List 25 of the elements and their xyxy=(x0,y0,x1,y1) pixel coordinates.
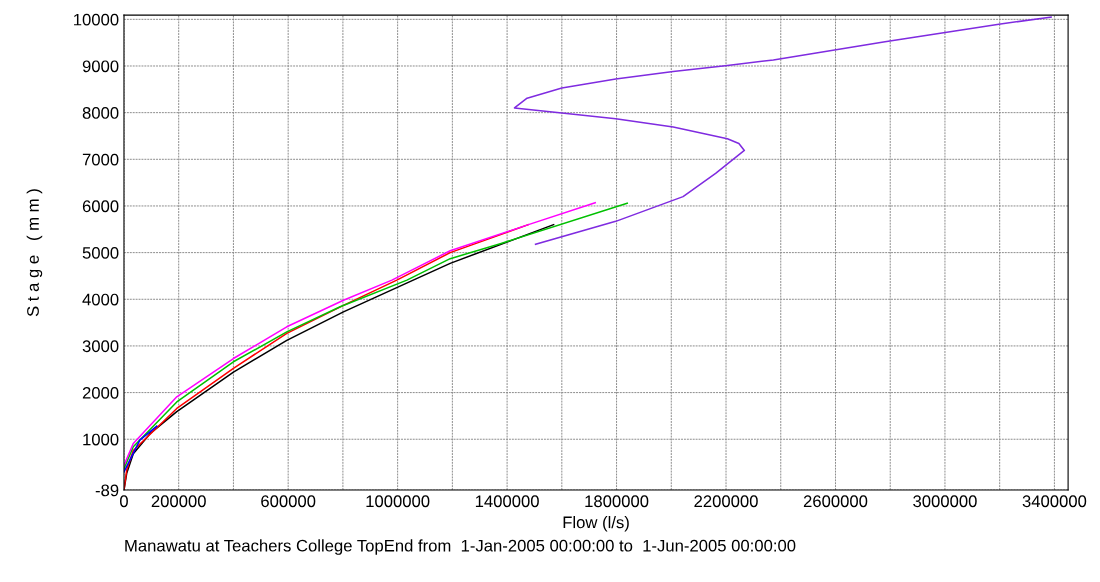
y-tick-label: -89 xyxy=(95,484,119,497)
y-tick-label: 3000 xyxy=(82,340,119,353)
y-tick-label: 2000 xyxy=(82,386,119,399)
x-tick-label: 2200000 xyxy=(694,495,758,508)
x-tick-label: 200000 xyxy=(151,495,206,508)
x-axis-title: Flow (l/s) xyxy=(563,516,629,532)
x-tick-label: 0 xyxy=(119,495,128,508)
y-tick-label: 4000 xyxy=(82,293,119,306)
y-axis-title: S t a g e ( m m ) xyxy=(26,189,43,317)
x-tick-label: 600000 xyxy=(261,495,316,508)
text: Manawatu at Teachers College TopEnd from 1-Jan-2005 00:00:00 to 1-Jun-2005 00:00:00 xyxy=(125,539,796,555)
x-tick-label: 3400000 xyxy=(1022,495,1087,508)
y-tick-label: 5000 xyxy=(82,247,119,259)
line-series xyxy=(513,16,1052,245)
y-tick-label: 8000 xyxy=(82,107,119,119)
x-tick-label: 3000000 xyxy=(913,495,977,508)
x-tick-label: 1000000 xyxy=(366,495,430,508)
y-tick-label: 1000 xyxy=(83,433,119,446)
y-tick-label: 7000 xyxy=(82,153,119,166)
y-tick-label: 10000 xyxy=(74,13,119,26)
y-tick-label: 6000 xyxy=(82,200,119,213)
x-tick-label: 1400000 xyxy=(475,495,539,508)
x-tick-label: 1800000 xyxy=(585,495,649,508)
x-tick-label: 2600000 xyxy=(803,495,868,508)
y-tick-label: 9000 xyxy=(82,60,119,73)
